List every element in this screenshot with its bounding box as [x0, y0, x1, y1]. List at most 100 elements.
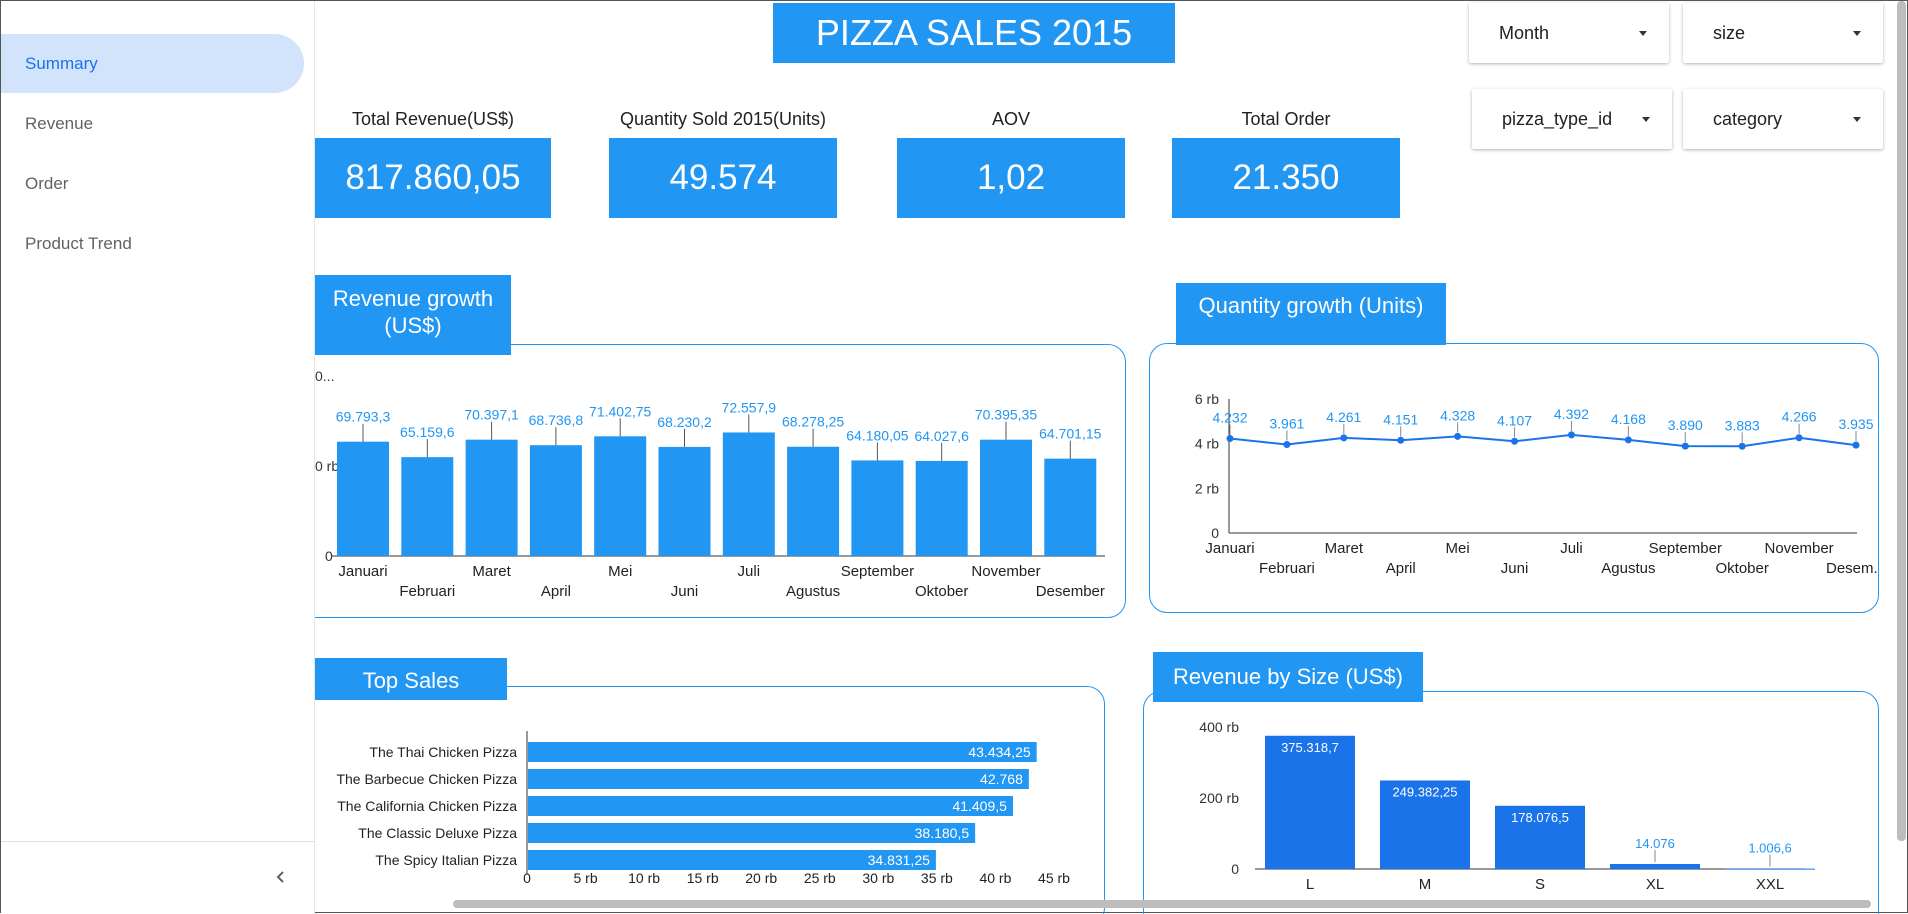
data-point	[1226, 434, 1234, 442]
data-label: 3.935	[1838, 416, 1873, 432]
x-tick-label: 45 rb	[1038, 870, 1070, 886]
y-tick-label: 200 rb	[1199, 790, 1239, 806]
y-tick-label: 0 rb	[315, 458, 339, 474]
x-tick-label: Oktober	[1716, 560, 1769, 577]
y-tick-label: 6 rb	[1195, 391, 1219, 407]
bar	[1044, 458, 1097, 556]
y-tick-label: The Classic Deluxe Pizza	[358, 825, 517, 841]
x-tick-label: Maret	[1325, 540, 1364, 557]
data-label: 68.278,25	[782, 414, 844, 430]
caret-down-icon	[1639, 30, 1647, 36]
collapse-sidebar-button[interactable]	[269, 865, 293, 889]
x-tick-label: Juli	[1560, 540, 1583, 557]
data-label: 4.392	[1554, 406, 1589, 422]
bar	[980, 439, 1032, 556]
bar	[722, 432, 775, 556]
sidebar-item-order[interactable]: Order	[25, 174, 69, 193]
bar	[465, 439, 518, 556]
x-tick-label: Januari	[1205, 540, 1254, 557]
horizontal-scrollbar[interactable]	[453, 900, 1871, 908]
x-tick-label: 40 rb	[979, 870, 1011, 886]
x-tick-label: November	[1764, 540, 1833, 557]
x-tick-label: 0	[523, 870, 531, 886]
data-label: 68.230,2	[657, 414, 712, 430]
series-line	[1229, 433, 1857, 448]
data-label: 43.434,25	[968, 744, 1030, 760]
filter-pizza-type-id[interactable]: pizza_type_id	[1472, 89, 1672, 149]
data-label: 42.768	[980, 771, 1023, 787]
x-tick-label: Maret	[472, 563, 511, 580]
data-label: 3.883	[1725, 417, 1760, 433]
data-label: 38.180,5	[915, 825, 970, 841]
x-tick-label: Januari	[338, 563, 387, 580]
data-label: 4.232	[1212, 409, 1247, 425]
data-label: 14.076	[1635, 836, 1675, 851]
bar	[528, 823, 976, 843]
data-point	[1681, 442, 1689, 450]
data-label: 70.395,35	[975, 407, 1037, 423]
data-label: 4.168	[1611, 411, 1646, 427]
data-point	[1852, 441, 1860, 449]
y-tick-label: 0	[1211, 525, 1219, 541]
data-label: 64.701,15	[1039, 426, 1101, 442]
y-tick-label: 0	[325, 548, 333, 564]
x-tick-label: Agustus	[786, 583, 840, 600]
x-tick-label: 15 rb	[687, 870, 719, 886]
x-tick-label: April	[541, 583, 571, 600]
kpi-label-total-revenue: Total Revenue(US$)	[351, 109, 515, 129]
x-tick-label: S	[1535, 876, 1545, 893]
quantity-growth-header: Quantity growth (Units)	[1176, 283, 1446, 345]
x-tick-label: Mei	[608, 563, 632, 580]
y-tick-label: 400 rb	[1199, 719, 1239, 735]
x-tick-label: XL	[1646, 876, 1664, 893]
x-tick-label: L	[1306, 876, 1314, 893]
filter-category[interactable]: category	[1683, 89, 1883, 149]
data-label: 64.180,05	[846, 427, 908, 443]
x-tick-label: April	[1386, 560, 1416, 577]
x-tick-label: Mei	[1446, 540, 1470, 557]
sidebar-item-summary[interactable]: Summary	[1, 34, 304, 93]
data-point	[1454, 432, 1462, 440]
kpi-label-quantity-sold: Quantity Sold 2015(Units)	[619, 109, 827, 129]
top-sales-panel	[315, 686, 1105, 914]
x-tick-label: Juni	[1501, 560, 1529, 577]
x-tick-label: 10 rb	[628, 870, 660, 886]
revenue-by-size-chart: 0 200 rb 400 rb 375.318,7 L 249.382,25 M 178.07…	[1199, 719, 1815, 893]
x-tick-label: Agustus	[1601, 560, 1655, 577]
bar	[915, 460, 968, 556]
data-point	[1340, 434, 1348, 442]
filter-month[interactable]: Month	[1469, 3, 1669, 63]
x-tick-label: 35 rb	[921, 870, 953, 886]
kpi-label-total-order: Total Order	[1241, 109, 1331, 129]
bar	[528, 850, 936, 870]
x-tick-label: 25 rb	[804, 870, 836, 886]
data-point	[1795, 434, 1803, 442]
bar	[1380, 780, 1470, 869]
sidebar-item-revenue[interactable]: Revenue	[25, 114, 94, 133]
data-label: 3.961	[1269, 416, 1304, 432]
data-point	[1738, 442, 1746, 450]
kpi-value-total-revenue: 817.860,05	[315, 138, 551, 218]
x-tick-label: 20 rb	[745, 870, 777, 886]
revenue-growth-header: Revenue growth (US$)	[315, 275, 511, 355]
data-label: 69.793,3	[336, 409, 391, 425]
data-point	[1511, 437, 1519, 445]
sidebar-item-product-trend[interactable]: Product Trend	[25, 234, 132, 253]
filter-size-label: size	[1713, 22, 1746, 43]
x-tick-label: Desem...	[1826, 560, 1877, 577]
bar	[1265, 735, 1355, 869]
bar	[337, 441, 389, 556]
bar	[1610, 864, 1700, 869]
filter-size[interactable]: size	[1683, 3, 1883, 63]
y-tick-label: 0	[1231, 861, 1239, 877]
vertical-scrollbar[interactable]	[1897, 1, 1906, 841]
bar	[401, 457, 454, 556]
bar	[1725, 868, 1815, 870]
chevron-left-icon	[276, 871, 284, 883]
data-label: 65.159,6	[400, 424, 455, 440]
x-tick-label: 5 rb	[573, 870, 597, 886]
x-tick-label: Juni	[671, 583, 699, 600]
y-tick-label: The Barbecue Chicken Pizza	[336, 771, 517, 787]
filter-month-label: Month	[1499, 22, 1550, 43]
caret-down-icon	[1853, 116, 1861, 122]
